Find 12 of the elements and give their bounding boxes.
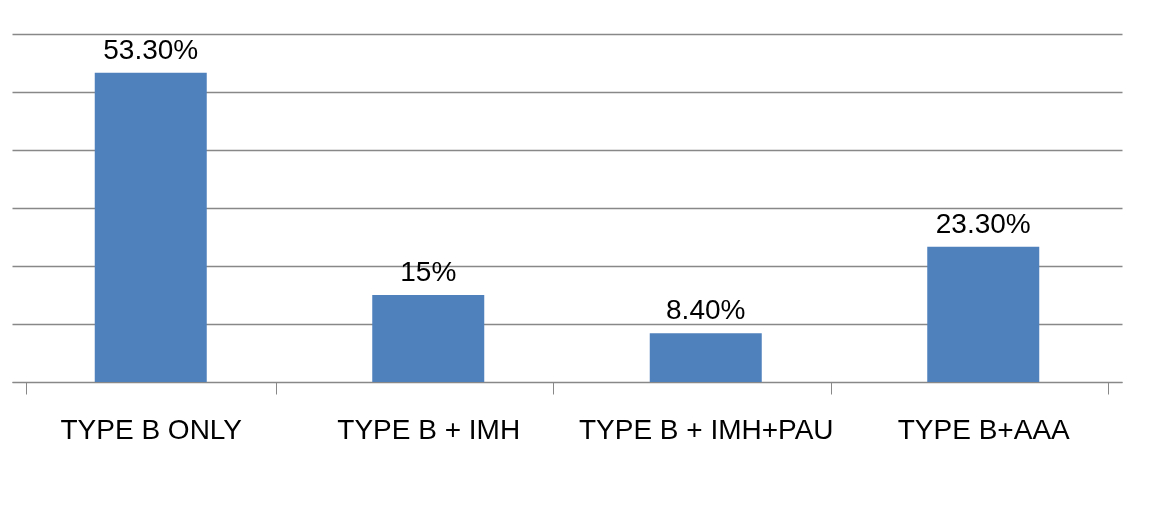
x-tick-label: TYPE B + IMH xyxy=(337,413,521,445)
bar xyxy=(649,333,762,382)
bar xyxy=(94,72,207,382)
bar xyxy=(372,295,485,382)
x-tick-label: TYPE B+AAA xyxy=(897,413,1071,445)
x-tick-label: TYPE B + IMH+PAU xyxy=(578,413,834,445)
x-tick-label: TYPE B ONLY xyxy=(60,413,243,445)
bar xyxy=(927,246,1040,382)
data-label: 8.40% xyxy=(666,294,746,326)
data-label: 23.30% xyxy=(935,207,1031,239)
data-label: 53.30% xyxy=(103,33,199,65)
data-label: 15% xyxy=(400,256,457,287)
